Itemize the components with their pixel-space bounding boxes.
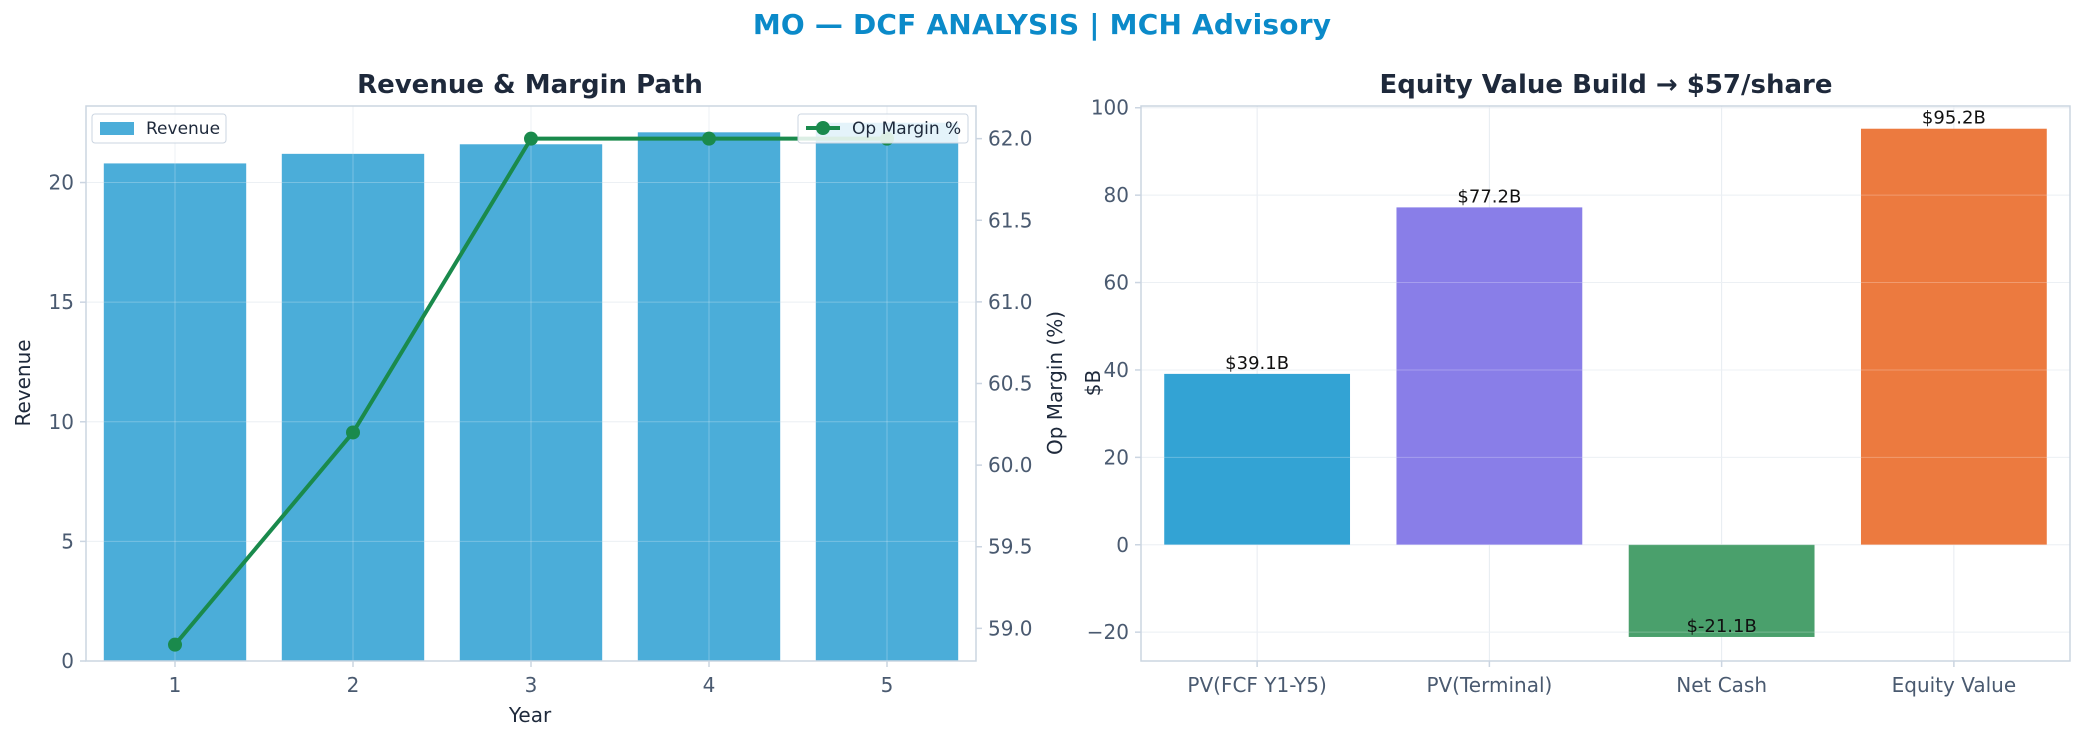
equity-chart-frame: [1140, 105, 2071, 662]
revenue-bar: [281, 153, 425, 661]
revenue-legend: Revenue: [91, 113, 227, 144]
equity-y-tick-label: 20: [1104, 445, 1129, 469]
margin-y-tick-label: 59.5: [988, 535, 1033, 559]
equity-y-ticks: −20 0 20 40 60 80 100: [1087, 96, 1141, 644]
revenue-margin-chart: Revenue & Margin Path 1 2 3 4 5 0 5 10 15 20 59.…: [11, 70, 1067, 727]
revenue-x-tick-label: 5: [881, 673, 894, 697]
equity-value-chart: Equity Value Build → $57/share PV(FCF Y1…: [1081, 70, 2071, 697]
equity-data-label: $39.1B: [1225, 353, 1289, 374]
margin-y-tick-label: 60.5: [988, 372, 1033, 396]
op-margin-point: [168, 637, 182, 652]
margin-legend-marker: [816, 121, 830, 135]
equity-x-ticks: PV(FCF Y1-Y5) PV(Terminal) Net Cash Equity …: [1187, 661, 2016, 697]
equity-x-tick-label: Net Cash: [1676, 673, 1767, 697]
revenue-x-tick-label: 2: [347, 673, 360, 697]
equity-chart-title: Equity Value Build → $57/share: [1380, 70, 1833, 100]
equity-bar: [1628, 544, 1815, 637]
equity-bar: [1860, 128, 2047, 545]
equity-y-tick-label: 100: [1091, 96, 1129, 120]
revenue-y-tick-label: 15: [49, 290, 74, 314]
margin-legend: Op Margin %: [797, 113, 969, 144]
margin-legend-box: [797, 113, 969, 144]
equity-data-labels: $39.1B $77.2B $-21.1B $95.2B: [1225, 108, 1986, 637]
revenue-x-tick-label: 1: [169, 673, 182, 697]
equity-data-label: $95.2B: [1922, 108, 1986, 129]
revenue-y-tick-label: 20: [49, 171, 74, 195]
revenue-y-tick-label: 10: [49, 410, 74, 434]
margin-y-axis-label: Op Margin (%): [1043, 311, 1067, 455]
margin-y-tick-label: 61.0: [988, 290, 1033, 314]
revenue-legend-box: [91, 113, 227, 144]
equity-y-tick-label: 40: [1104, 358, 1129, 382]
revenue-bar: [815, 122, 959, 662]
margin-legend-label: Op Margin %: [852, 119, 961, 139]
revenue-bar: [459, 144, 603, 661]
op-margin-point: [346, 425, 360, 440]
equity-bar: [1164, 373, 1351, 545]
revenue-y-axis-label: Revenue: [11, 339, 35, 426]
equity-data-label: $77.2B: [1457, 186, 1521, 207]
equity-bar: [1396, 207, 1583, 545]
margin-y-ticks: 59.0 59.5 60.0 60.5 61.0 61.5 62.0: [976, 127, 1033, 640]
revenue-x-axis-label: Year: [508, 703, 552, 727]
revenue-x-tick-label: 3: [525, 673, 538, 697]
revenue-x-tick-label: 4: [703, 673, 716, 697]
margin-y-tick-label: 60.0: [988, 453, 1033, 477]
margin-y-tick-label: 62.0: [988, 127, 1033, 151]
revenue-legend-label: Revenue: [146, 119, 220, 139]
revenue-y-tick-label: 5: [61, 529, 74, 553]
equity-y-axis-label: $B: [1081, 370, 1105, 396]
equity-y-tick-label: 0: [1116, 533, 1129, 557]
figure-title: MO — DCF ANALYSIS | MCH Advisory: [752, 8, 1332, 41]
equity-y-tick-label: −20: [1087, 620, 1129, 644]
equity-bars: [1141, 107, 2070, 637]
equity-y-tick-label: 80: [1104, 183, 1129, 207]
op-margin-point: [702, 131, 716, 146]
revenue-chart-title: Revenue & Margin Path: [357, 70, 703, 100]
revenue-bar: [637, 132, 781, 662]
equity-x-tick-label: Equity Value: [1892, 673, 2017, 697]
revenue-legend-swatch: [100, 122, 134, 135]
revenue-bar: [103, 163, 247, 661]
equity-y-tick-label: 60: [1104, 271, 1129, 295]
equity-x-tick-label: PV(FCF Y1-Y5): [1187, 673, 1326, 697]
revenue-y-tick-label: 0: [61, 649, 74, 673]
op-margin-point: [524, 131, 538, 146]
equity-data-label: $-21.1B: [1686, 616, 1756, 637]
revenue-y-ticks: 0 5 10 15 20: [49, 171, 86, 673]
margin-y-tick-label: 61.5: [988, 208, 1033, 232]
equity-x-tick-label: PV(Terminal): [1426, 673, 1552, 697]
revenue-x-ticks: 1 2 3 4 5: [169, 661, 894, 697]
margin-y-tick-label: 59.0: [988, 616, 1033, 640]
revenue-bars: [86, 106, 976, 662]
